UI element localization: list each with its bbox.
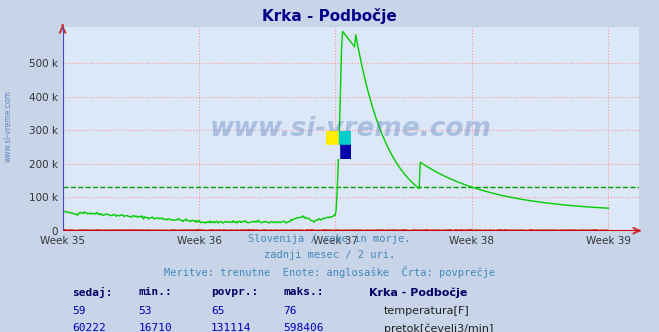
Text: maks.:: maks.:	[283, 287, 324, 297]
Text: 65: 65	[211, 306, 224, 316]
Text: 598406: 598406	[283, 323, 324, 332]
Text: Slovenija / reke in morje.: Slovenija / reke in morje.	[248, 234, 411, 244]
Text: Krka - Podbočje: Krka - Podbočje	[262, 8, 397, 24]
Text: 16710: 16710	[138, 323, 172, 332]
Bar	[326, 131, 339, 145]
Bar	[339, 131, 351, 145]
Text: www.si-vreme.com: www.si-vreme.com	[210, 116, 492, 142]
Text: pretok[čevelj3/min]: pretok[čevelj3/min]	[384, 323, 494, 332]
Text: temperatura[F]: temperatura[F]	[384, 306, 470, 316]
Text: 60222: 60222	[72, 323, 106, 332]
Text: 59: 59	[72, 306, 86, 316]
Bar	[326, 145, 339, 159]
Text: 53: 53	[138, 306, 152, 316]
Text: Meritve: trenutne  Enote: anglosaške  Črta: povprečje: Meritve: trenutne Enote: anglosaške Črta…	[164, 266, 495, 278]
Text: sedaj:: sedaj:	[72, 287, 113, 298]
Text: www.si-vreme.com: www.si-vreme.com	[3, 90, 13, 162]
Text: 76: 76	[283, 306, 297, 316]
Text: 131114: 131114	[211, 323, 251, 332]
Text: min.:: min.:	[138, 287, 172, 297]
Text: zadnji mesec / 2 uri.: zadnji mesec / 2 uri.	[264, 250, 395, 260]
Text: povpr.:: povpr.:	[211, 287, 258, 297]
Bar	[339, 145, 351, 159]
Text: Krka - Podbočje: Krka - Podbočje	[369, 287, 467, 298]
